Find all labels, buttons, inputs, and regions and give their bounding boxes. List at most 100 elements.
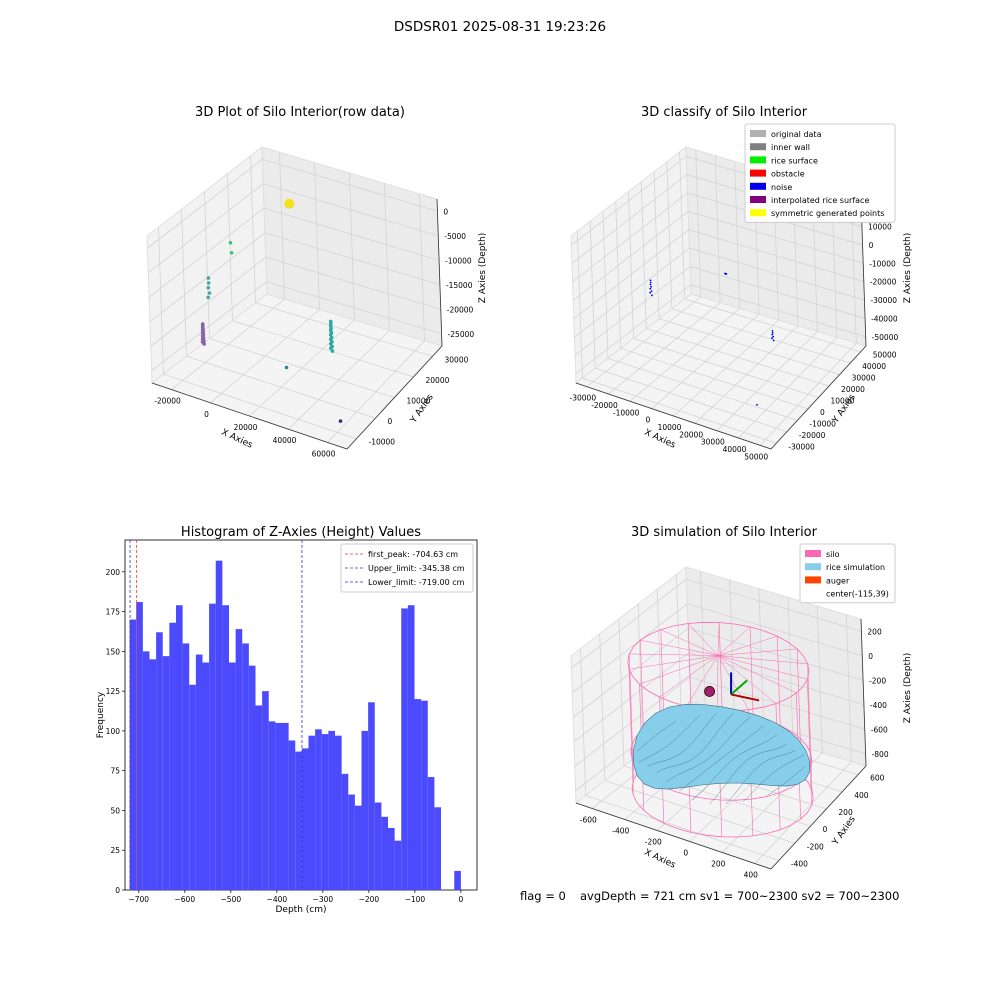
simulation-legend-swatch [805, 563, 821, 571]
simulation-legend-label: center(-115,39) [826, 590, 889, 599]
raw-3d-title: 3D Plot of Silo Interior(row data) [195, 105, 405, 120]
simulation-grid-y-back [599, 633, 606, 781]
simulation-grid-x-back [729, 579, 736, 728]
simulation-3d-title: 3D simulation of Silo Interior [631, 525, 818, 540]
classify-grid-z [689, 266, 866, 319]
classify-grid-y [607, 357, 798, 421]
classify-xtick: 20000 [679, 430, 703, 439]
panel-raw-3d: 3D Plot of Silo Interior(row data) -2000… [146, 105, 488, 458]
center-marker [704, 686, 715, 697]
simulation-legend-swatch [805, 550, 821, 557]
raw-grid-y-back [250, 155, 256, 303]
silo-roof-line [628, 655, 719, 670]
classify-point [772, 339, 775, 342]
simulation-grid-z-left [571, 578, 687, 669]
histogram-bar [156, 632, 163, 890]
rice-mesh-line [692, 734, 777, 801]
classify-grid-y-back [615, 201, 622, 349]
histogram-bar [129, 619, 137, 890]
simulation-ytick: 600 [870, 774, 885, 783]
simulation-grid-y-back [618, 618, 625, 766]
silo-roof-line [686, 655, 719, 707]
raw-ytick: 20000 [426, 376, 450, 385]
classify-xtick: -30000 [570, 394, 597, 403]
simulation-ytick: 0 [823, 825, 828, 834]
simulation-ytick: -200 [807, 842, 824, 851]
classify-ytick: -20000 [799, 431, 826, 440]
histogram-bar [341, 773, 349, 890]
simulation-grid-z [686, 578, 862, 632]
auger-axis-x [730, 693, 760, 702]
histogram-xtick-label: −300 [313, 895, 334, 904]
raw-grid-z [266, 281, 442, 335]
classify-legend-label: interpolated rice surface [771, 196, 869, 205]
raw-ztick: -5000 [444, 232, 466, 241]
auger-axis-y [730, 679, 748, 696]
raw-point [228, 240, 233, 245]
rice-mesh-line [637, 721, 676, 752]
classify-grid-y [646, 328, 830, 387]
histogram-legend-box [340, 543, 474, 593]
raw-point [338, 419, 343, 423]
raw-grid-z [264, 232, 441, 286]
rice-mesh-line [656, 712, 734, 773]
classify-xtick: 10000 [658, 423, 682, 432]
classify-point [724, 272, 726, 275]
classify-point [771, 332, 774, 334]
histogram-bar [354, 805, 362, 890]
classify-grid-z [690, 284, 866, 338]
classify-grid-z-left [571, 155, 687, 246]
classify-legend-label: noise [771, 183, 792, 192]
raw-grid-y [209, 338, 395, 398]
histogram-bar [242, 643, 249, 890]
classify-ztick: 10000 [868, 223, 892, 232]
classify-grid-y-back [679, 151, 686, 299]
simulation-legend-box [799, 543, 896, 604]
simulation-grid-x [754, 761, 852, 864]
classify-ytick: 40000 [862, 362, 886, 371]
simulation-legend-label: rice simulation [826, 563, 885, 572]
histogram-ytick-label: 0 [115, 886, 120, 895]
raw-ztick: -15000 [446, 281, 473, 290]
raw-3d-zlabel: Z Axies (Depth) [478, 233, 488, 304]
classify-grid-z-left [571, 174, 688, 264]
classify-xtick: 50000 [744, 452, 768, 461]
rice-mesh-line [647, 712, 717, 767]
raw-point [206, 295, 210, 300]
histogram-xtick-label: 0 [459, 895, 464, 904]
raw-point [207, 291, 212, 295]
simulation-ztick: -200 [869, 676, 886, 685]
histogram-bar [228, 662, 236, 890]
classify-legend: original data inner wall rice surface obsta… [744, 123, 896, 223]
histogram-bar [321, 734, 329, 890]
classify-legend-label: rice surface [771, 156, 818, 165]
simulation-ztick: -800 [872, 750, 889, 759]
raw-grid-y [163, 373, 357, 440]
histogram-bar [348, 794, 355, 890]
classify-y-axis-line [770, 345, 867, 450]
simulation-grid-y-back [580, 648, 586, 796]
histogram-bar [248, 665, 256, 890]
raw-grid-z [262, 158, 438, 212]
simulation-3d-scene [627, 621, 814, 838]
classify-ztick: -20000 [870, 278, 897, 287]
footer-stats: avgDepth = 721 cm sv1 = 700~2300 sv2 = 7… [580, 889, 899, 903]
raw-grid-z-left [151, 281, 267, 372]
histogram-ytick-label: 75 [110, 767, 120, 776]
silo-roof-line [717, 655, 808, 665]
histogram-bar [222, 605, 229, 890]
histogram-ytick-label: 100 [106, 727, 121, 736]
raw-point [229, 251, 234, 255]
classify-3d-points [649, 272, 775, 406]
classify-ytick: 20000 [841, 385, 865, 394]
histogram-bar [308, 735, 316, 890]
classify-grid-y [684, 298, 861, 353]
histogram-legend: first_peak: -704.63 cm Upper_limit: -345.… [340, 543, 474, 593]
classify-point [771, 333, 774, 336]
classify-grid-z-left [572, 192, 688, 283]
classify-grid-z-left [574, 247, 690, 338]
histogram-bar [388, 827, 395, 890]
raw-y-axis-line [346, 345, 443, 450]
histogram-bar [182, 643, 190, 890]
